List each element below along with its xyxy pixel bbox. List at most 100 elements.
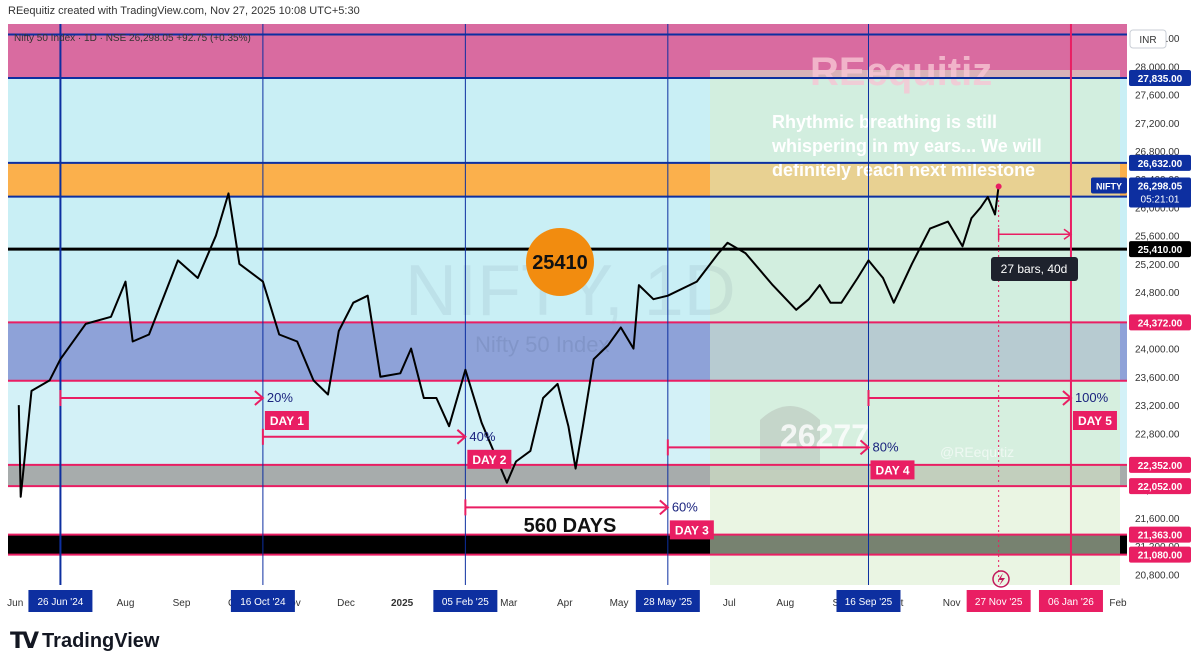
overlay-quote-1: Rhythmic breathing is still (772, 112, 997, 132)
date-marker-label: 16 Sep '25 (845, 597, 893, 608)
tradingview-wordmark: TradingView (42, 630, 160, 652)
price-line (17, 186, 1000, 498)
arrow-head (1062, 390, 1073, 406)
price-label: 21,363.00 (1138, 531, 1183, 542)
price-label-box (1129, 314, 1191, 331)
overlay-brand: REequitiz (810, 50, 992, 94)
legend-text: Nifty 50 Index · 1D · NSE 26,298.05 +92.… (14, 33, 251, 44)
credit-text: REequitiz created with TradingView.com, … (8, 5, 360, 17)
price-label-box (1129, 456, 1191, 473)
level-lines (8, 33, 1127, 556)
arrow-head (859, 439, 871, 456)
flash-icon (992, 570, 1010, 588)
callout-circle (526, 228, 594, 296)
measure-arrow-head (1063, 228, 1073, 240)
price-axis-bg (1127, 24, 1200, 585)
y-tick-label: 21,600.00 (1135, 514, 1180, 525)
milestone-tag (467, 449, 512, 469)
overlay-quote-3: definitely reach next milestone (772, 160, 1035, 180)
milestone-pct: 100% (1075, 390, 1109, 405)
tradingview-icon: TV (10, 629, 39, 654)
x-tick-label: Jun (7, 598, 23, 609)
last-price-value: 26,298.05 (1138, 181, 1183, 192)
price-label: 27,835.00 (1138, 74, 1183, 85)
milestone-label: DAY 1 (270, 414, 304, 428)
date-marker-label: 26 Jun '24 (38, 597, 84, 608)
milestone-arrows: 20% DAY 1 40% DAY 2 60% DAY 3 80% DAY 4 100% DAY … (59, 228, 1117, 540)
milestone-label: DAY 3 (675, 523, 709, 537)
y-tick-label: 24,000.00 (1135, 345, 1180, 356)
symbol-tag-box (1091, 177, 1127, 194)
branding-bar: TV TradingView (0, 620, 1200, 667)
date-marker-label: 16 Oct '24 (240, 597, 286, 608)
x-tick-label: Aug (776, 598, 794, 609)
symbol-tag: NIFTY (1096, 181, 1122, 191)
arrow-head (659, 499, 670, 516)
milestone-tag (870, 460, 915, 480)
y-tick-label: 28,000.00 (1135, 62, 1180, 73)
tradingview-logo[interactable]: TV TradingView (10, 629, 160, 654)
x-tick-label: May (610, 598, 629, 609)
y-tick-label: 23,600.00 (1135, 373, 1180, 384)
nifty-chart[interactable]: REequitiz Rhythmic breathing is still wh… (0, 24, 1200, 620)
date-marker-box (635, 590, 700, 612)
price-label: 22,052.00 (1138, 482, 1183, 493)
price-label-box (1129, 546, 1191, 563)
y-tick-label: 27,600.00 (1135, 91, 1180, 102)
date-marker-box (1038, 590, 1103, 612)
y-tick-label: 20,800.00 (1135, 570, 1180, 581)
milestone-pct: 80% (872, 439, 898, 454)
header-bar: REequitiz created with TradingView.com, … (0, 0, 1200, 24)
date-marker-box (230, 590, 295, 612)
price-label: 25,410.00 (1138, 245, 1183, 256)
y-tick-label: 22,800.00 (1135, 429, 1180, 440)
milestone-pct: 60% (672, 499, 698, 514)
span-label: 560 DAYS (524, 515, 617, 537)
y-tick-label: 23,200.00 (1135, 401, 1180, 412)
y-tick-label: 24,800.00 (1135, 288, 1180, 299)
image-overlay: REequitiz Rhythmic breathing is still wh… (710, 50, 1120, 585)
price-label: 21,080.00 (1138, 551, 1183, 562)
x-tick-label: Feb (1109, 598, 1127, 609)
x-tick-label: Mar (500, 598, 518, 609)
measure-label: 27 bars, 40d (1001, 262, 1068, 276)
x-tick-label: Nov (943, 598, 961, 609)
milestone-pct: 20% (267, 390, 293, 405)
price-label: 22,352.00 (1138, 461, 1183, 472)
y-tick-label: 25,600.00 (1135, 232, 1180, 243)
y-tick-label: 26,800.00 (1135, 147, 1180, 158)
arrow-head (254, 390, 265, 406)
x-tick-label: Dec (337, 598, 355, 609)
x-tick-label: Aug (117, 598, 135, 609)
overlay-panel (710, 70, 1120, 585)
x-tick-label: Apr (557, 598, 573, 609)
milestone-tag (1072, 411, 1117, 430)
y-tick-label: 27,200.00 (1135, 119, 1180, 130)
price-label-box (1129, 69, 1191, 86)
milestone-label: DAY 2 (472, 453, 506, 467)
currency-badge: INR (1129, 29, 1167, 49)
tombstone (760, 406, 820, 470)
date-marker-box (433, 590, 498, 612)
price-label-box (1129, 241, 1191, 258)
last-price-box (1129, 177, 1191, 208)
price-label-box (1129, 478, 1191, 495)
date-marker-box (28, 590, 93, 612)
currency-label: INR (1139, 35, 1156, 46)
x-tick-label: 2025 (391, 598, 414, 609)
milestone-label: DAY 4 (875, 463, 909, 477)
x-tick-label: Sep (173, 598, 191, 609)
milestone-tag (264, 411, 309, 430)
milestone-tag (669, 520, 714, 540)
overlay-quote-2: whispering in my ears... We will (771, 136, 1042, 156)
callout-25410: 25410 (526, 228, 594, 296)
date-marker-box (836, 590, 901, 612)
callout-label: 25410 (532, 252, 588, 274)
price-label: 26,632.00 (1138, 159, 1183, 170)
date-marker-label: 28 May '25 (644, 597, 693, 608)
last-price-dot (995, 183, 1002, 190)
overlay-handle: @REequitiz (940, 444, 1014, 460)
x-tick-label: Jul (723, 598, 736, 609)
milestone-pct: 40% (469, 429, 495, 444)
date-marker-label: 27 Nov '25 (975, 597, 1023, 608)
